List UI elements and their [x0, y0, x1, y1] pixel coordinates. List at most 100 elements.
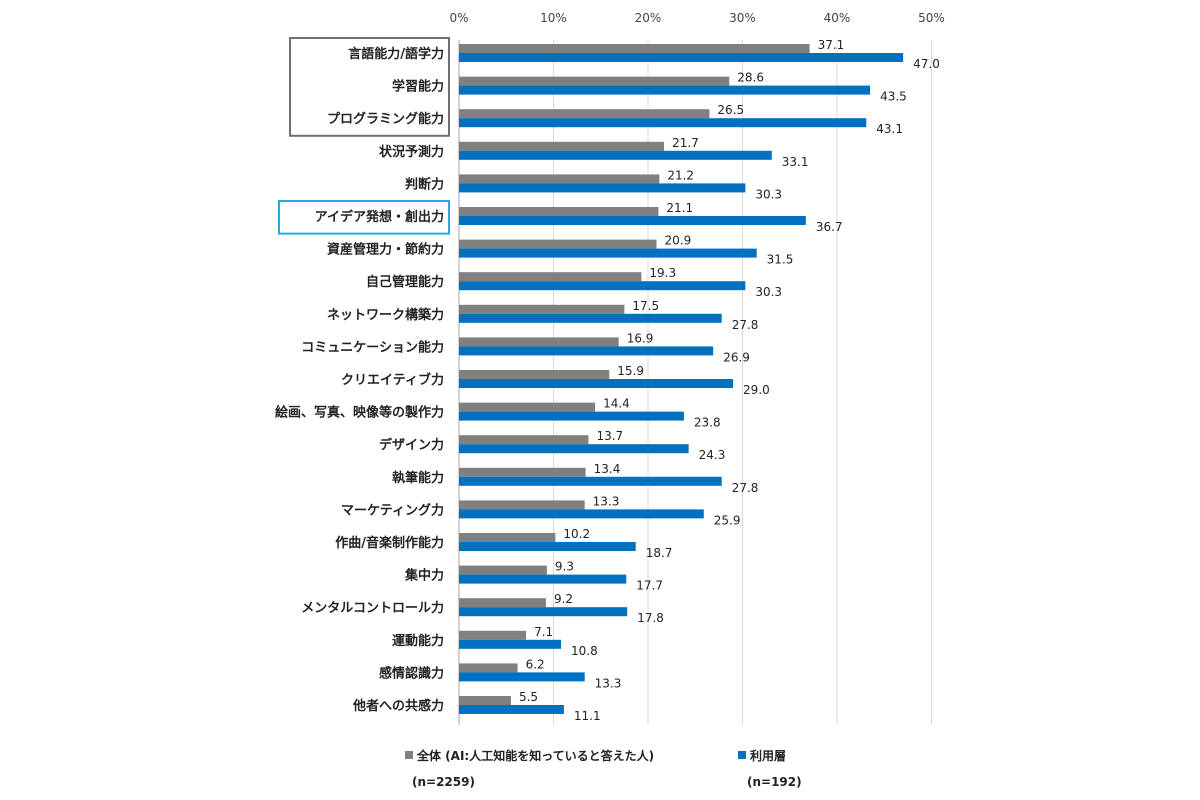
- category-label: 学習能力: [392, 79, 444, 95]
- category-label: 他者への共感力: [352, 698, 444, 714]
- legend: 全体 (AI:人工知能を知っていると答えた人) (n=2259) 利用層 (n=192…: [405, 748, 802, 789]
- bar-users: [459, 509, 704, 519]
- bar-all: [459, 239, 657, 249]
- legend-swatch-users: [738, 751, 746, 759]
- x-axis-ticks: 0% 10% 20% 30% 40% 50%: [449, 11, 944, 25]
- value-label-all: 9.2: [554, 592, 573, 606]
- category-labels: 言語能力/語学力学習能力プログラミング能力状況予測力判断力アイデア発想・創出力資…: [275, 46, 444, 714]
- value-label-users: 27.8: [732, 481, 759, 495]
- x-tick-label: 10%: [540, 11, 567, 25]
- bar-all: [459, 174, 660, 184]
- value-label-all: 13.4: [594, 462, 621, 476]
- category-label: 判断力: [405, 176, 444, 192]
- value-label-all: 10.2: [563, 527, 590, 541]
- bar-users: [459, 346, 714, 356]
- bar-users: [459, 574, 627, 584]
- value-label-users: 29.0: [743, 383, 770, 397]
- bar-users: [459, 476, 722, 486]
- legend-swatch-all: [405, 751, 413, 759]
- value-label-users: 27.8: [732, 318, 759, 332]
- category-label: ネットワーク構築力: [327, 307, 444, 323]
- bar-users: [459, 639, 562, 649]
- category-label: 集中力: [404, 568, 444, 584]
- x-tick-label: 20%: [635, 11, 662, 25]
- bar-users: [459, 411, 684, 421]
- category-label: デザイン力: [379, 437, 444, 453]
- x-tick-label: 0%: [449, 11, 468, 25]
- bar-all: [459, 630, 527, 640]
- value-label-users: 30.3: [755, 187, 782, 201]
- bar-users: [459, 313, 722, 323]
- bar-users: [459, 216, 806, 225]
- value-label-users: 33.1: [782, 155, 809, 169]
- highlight-box-gray: [289, 37, 450, 137]
- value-label-all: 21.2: [667, 168, 694, 182]
- bar-all: [459, 500, 585, 510]
- value-label-users: 25.9: [714, 513, 741, 527]
- bar-all: [459, 598, 546, 608]
- value-label-all: 16.9: [627, 331, 654, 345]
- value-label-users: 36.7: [816, 220, 843, 234]
- value-label-all: 37.1: [818, 38, 845, 52]
- bar-all: [459, 76, 730, 86]
- bar-users: [459, 705, 564, 714]
- bar-users: [459, 281, 746, 291]
- value-label-users: 31.5: [767, 253, 794, 267]
- value-label-all: 9.3: [555, 560, 574, 574]
- bar-all: [459, 435, 589, 445]
- bar-users: [459, 248, 757, 258]
- value-label-all: 17.5: [632, 299, 659, 313]
- category-label: 感情認識力: [379, 665, 444, 681]
- bar-all: [459, 44, 810, 53]
- highlight-boxes: [278, 37, 450, 235]
- bar-users: [459, 607, 628, 617]
- bars: [459, 44, 904, 714]
- legend-label-all: 全体 (AI:人工知能を知っていると答えた人): [416, 748, 654, 763]
- category-label: 言語能力/語学力: [348, 46, 444, 62]
- value-label-users: 23.8: [694, 416, 721, 430]
- value-label-users: 43.1: [876, 122, 903, 136]
- bar-all: [459, 565, 547, 575]
- bar-users: [459, 183, 746, 193]
- value-label-all: 13.7: [596, 429, 623, 443]
- value-label-all: 13.3: [593, 494, 620, 508]
- value-label-users: 10.8: [571, 644, 598, 658]
- value-label-all: 15.9: [617, 364, 644, 378]
- bar-all: [459, 663, 518, 673]
- category-label: 作曲/音楽制作能力: [335, 535, 444, 551]
- x-tick-label: 40%: [824, 11, 851, 25]
- category-label: マーケティング力: [341, 502, 444, 518]
- x-tick-label: 30%: [729, 11, 756, 25]
- category-label: 資産管理力・節約力: [327, 242, 444, 258]
- category-label: クリエイティブ力: [341, 372, 444, 388]
- bar-all: [459, 533, 556, 542]
- value-label-users: 43.5: [880, 90, 907, 104]
- bar-all: [459, 207, 659, 216]
- value-label-all: 21.7: [672, 136, 699, 150]
- bar-all: [459, 402, 596, 412]
- bar-users: [459, 150, 772, 160]
- value-label-users: 13.3: [595, 676, 622, 690]
- bar-all: [459, 696, 511, 705]
- bar-all: [459, 141, 665, 151]
- value-label-all: 14.4: [603, 397, 630, 411]
- bar-all: [459, 304, 625, 314]
- x-tick-label: 50%: [918, 11, 945, 25]
- value-label-all: 6.2: [526, 657, 545, 671]
- bar-users: [459, 672, 585, 682]
- value-label-users: 47.0: [913, 57, 940, 71]
- bar-users: [459, 53, 904, 62]
- value-label-users: 26.9: [723, 350, 750, 364]
- bar-users: [459, 379, 734, 388]
- bar-all: [459, 337, 619, 347]
- value-label-all: 21.1: [666, 201, 693, 215]
- value-label-all: 20.9: [665, 234, 692, 248]
- legend-sample-all: (n=2259): [412, 775, 475, 789]
- category-label: 執筆能力: [392, 470, 444, 486]
- category-label: プログラミング能力: [327, 111, 444, 127]
- bar-all: [459, 370, 610, 379]
- value-label-all: 26.5: [717, 103, 744, 117]
- bar-all: [459, 272, 642, 282]
- bar-users: [459, 542, 636, 551]
